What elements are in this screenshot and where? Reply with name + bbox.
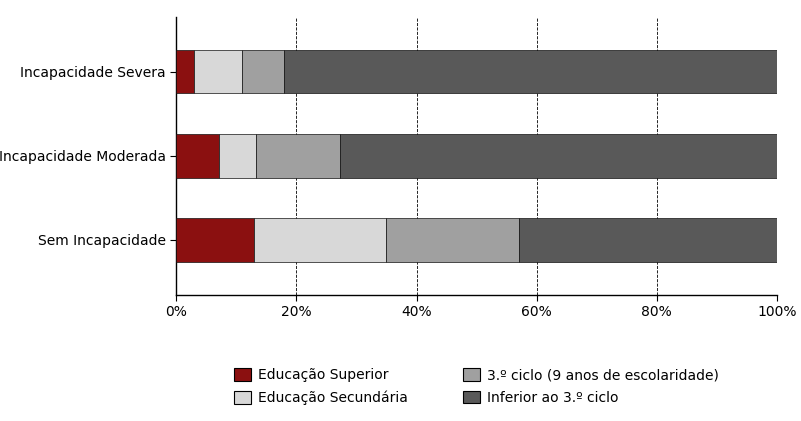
Bar — [176, 218, 255, 262]
Bar — [242, 50, 284, 93]
Bar — [256, 134, 340, 178]
Bar — [284, 50, 777, 93]
Bar — [255, 218, 387, 262]
Bar — [176, 50, 195, 93]
Bar — [519, 218, 777, 262]
Bar — [387, 218, 519, 262]
Bar — [195, 50, 242, 93]
Bar — [340, 134, 777, 178]
Bar — [176, 134, 219, 178]
Legend: Educação Superior, Educação Secundária, 3.º ciclo (9 anos de escolaridade), Infe: Educação Superior, Educação Secundária, … — [229, 363, 724, 411]
Bar — [219, 134, 256, 178]
